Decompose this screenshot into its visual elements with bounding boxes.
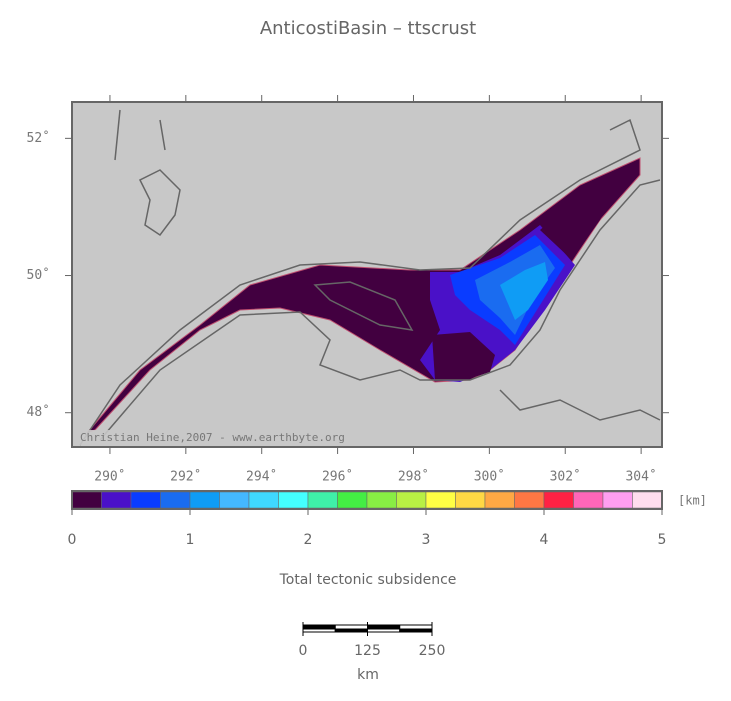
- colorbar-frame: [71, 490, 663, 510]
- colorbar-swatch: [307, 491, 338, 509]
- coastline: [79, 118, 641, 446]
- scalebar-segment: [302, 624, 336, 630]
- scalebar-segment: [334, 628, 368, 633]
- coastline: [114, 109, 181, 237]
- credit: Christian Heine,2007 - www.earthbyte.org: [80, 431, 345, 444]
- lat-label: 50˚: [27, 267, 50, 283]
- map: Christian Heine,2007 - www.earthbyte.org: [71, 101, 663, 448]
- colorbar-swatch: [189, 491, 220, 509]
- scalebar: km: [357, 667, 379, 683]
- lon-label: 294˚: [246, 469, 277, 485]
- colorbar-swatch: [71, 491, 102, 509]
- scalebar-label: 0: [299, 643, 308, 659]
- colorbar-tick-label: 0: [68, 532, 77, 548]
- colorbar-swatch: [337, 491, 368, 509]
- colorbar-swatch: [425, 491, 456, 509]
- scalebar-segment: [302, 628, 336, 633]
- scalebar-segment: [334, 624, 368, 630]
- colorbar-swatch: [484, 491, 515, 509]
- colorbar-unit: [km]: [678, 494, 707, 508]
- colorbar-swatch: [248, 491, 279, 509]
- credit-box: [77, 430, 380, 445]
- lat-label: 48˚: [27, 404, 50, 420]
- colorbar-tick-label: 5: [658, 532, 667, 548]
- title: AnticostiBasin – ttscrust: [260, 18, 476, 39]
- scalebar-segment: [367, 628, 401, 633]
- basin-region: [540, 165, 630, 260]
- basin-region: [432, 332, 495, 380]
- colorbar-swatch: [632, 491, 663, 509]
- lon-label: 292˚: [170, 469, 201, 485]
- coastline: [499, 389, 661, 421]
- colorbar-swatch: [130, 491, 161, 509]
- colorbar-tick-label: 4: [540, 532, 549, 548]
- colorbar-swatch: [396, 491, 427, 509]
- colorbar-swatch: [602, 491, 633, 509]
- colorbar-tick-label: 1: [186, 532, 195, 548]
- colorbar-swatch: [366, 491, 397, 509]
- scalebar-unit: km: [357, 667, 379, 683]
- lat-label: 52˚: [27, 130, 50, 146]
- island: [313, 281, 414, 331]
- coastline: [99, 179, 661, 441]
- colorbar-swatch: [573, 491, 604, 509]
- map-frame: [71, 101, 663, 448]
- scalebar-label: 250: [419, 643, 446, 659]
- scalebar-label: 125: [354, 643, 381, 659]
- colorbar-label: Total tectonic subsidence: [279, 572, 457, 588]
- lon-label: 296˚: [322, 469, 353, 485]
- lon-label: 300˚: [474, 469, 505, 485]
- scalebar-segment: [399, 628, 433, 633]
- colorbar-tick-label: 2: [304, 532, 313, 548]
- scalebar-segment: [367, 624, 401, 630]
- lon-label: 298˚: [398, 469, 429, 485]
- lon-label: 302˚: [550, 469, 581, 485]
- colorbar-swatch: [219, 491, 250, 509]
- colorbar-tick-label: 3: [422, 532, 431, 548]
- colorbar-swatch: [160, 491, 191, 509]
- colorbar-swatch: [455, 491, 486, 509]
- basin-region: [500, 262, 548, 320]
- colorbar-swatch: [543, 491, 574, 509]
- colorbar-swatch: [101, 491, 132, 509]
- colorbar-swatch: [514, 491, 545, 509]
- scalebar-segment: [399, 624, 433, 630]
- colorbar: [km] Total tectonic subsidence: [279, 494, 707, 589]
- lon-label: 304˚: [625, 469, 656, 485]
- colorbar-swatch: [278, 491, 309, 509]
- lon-label: 290˚: [94, 469, 125, 485]
